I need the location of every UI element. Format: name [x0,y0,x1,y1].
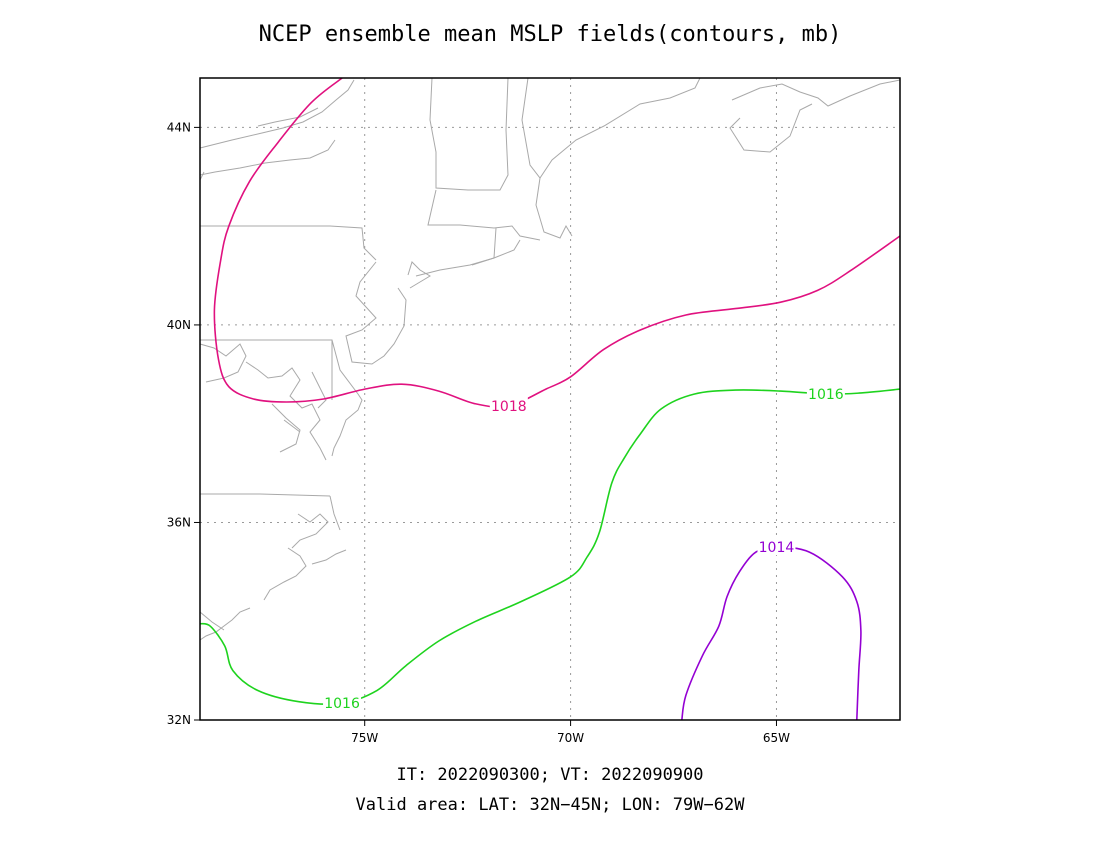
contour-label-backdrop [806,385,845,403]
border-vt-nh [429,77,509,191]
coastline-new-jersey [345,261,407,365]
lon-tick-label: 70W [557,731,584,745]
lon-tick-label: 65W [763,731,790,745]
lon-tick-label: 75W [351,731,378,745]
axis-ticks: 32N 36N 40N 44N 75W 70W 65W [167,120,790,745]
coastline-delmarva [331,339,363,457]
contour-label-1016: 1016 [808,387,844,403]
coastline-lake-ontario [199,139,336,176]
contour-line-1014 [681,546,862,721]
lat-tick-label: 36N [167,515,191,529]
contour-line-1016 [199,388,901,705]
border-ct-ri [471,227,497,266]
border-va-nc [200,493,331,497]
coastline-long-island [407,239,521,289]
contour-line-1018 [213,77,901,408]
coastline-pamlico [199,495,347,641]
coastline-basemap [199,77,901,641]
plot-area: 1018 1016 1016 1014 [199,77,901,721]
contour-lines [199,77,901,721]
footer-valid-area: Valid area: LAT: 32N−45N; LON: 79W−62W [356,795,746,815]
coastline-canada-border [199,79,355,149]
coastline-lake-ontario-north [257,107,319,127]
map-title: NCEP ensemble mean MSLP fields(contours,… [259,22,842,47]
coastline-maine [521,77,701,179]
lat-tick-label: 44N [167,120,191,134]
contour-label-backdrop [757,538,796,556]
lat-tick-label: 40N [167,318,191,332]
contour-label-backdrop [323,694,362,712]
coastline-sc [199,611,225,631]
border-ma [427,189,541,241]
lat-tick-label: 32N [167,713,191,727]
coastline-chesapeake [199,343,327,461]
border-pa-md [200,339,333,400]
contour-label-backdrop [489,396,528,414]
coastline-maritimes [729,79,901,153]
coastline-cape-cod [535,177,573,239]
contour-label-1018: 1018 [491,399,527,415]
gridlines [200,78,900,720]
plot-frame [199,77,901,721]
border-ny-pa [200,225,377,261]
contour-label-1014: 1014 [759,540,795,556]
contour-label-1016: 1016 [324,696,360,712]
contour-labels: 1018 1016 1016 1014 [323,385,845,712]
footer-init-valid-time: IT: 2022090300; VT: 2022090900 [396,765,703,785]
